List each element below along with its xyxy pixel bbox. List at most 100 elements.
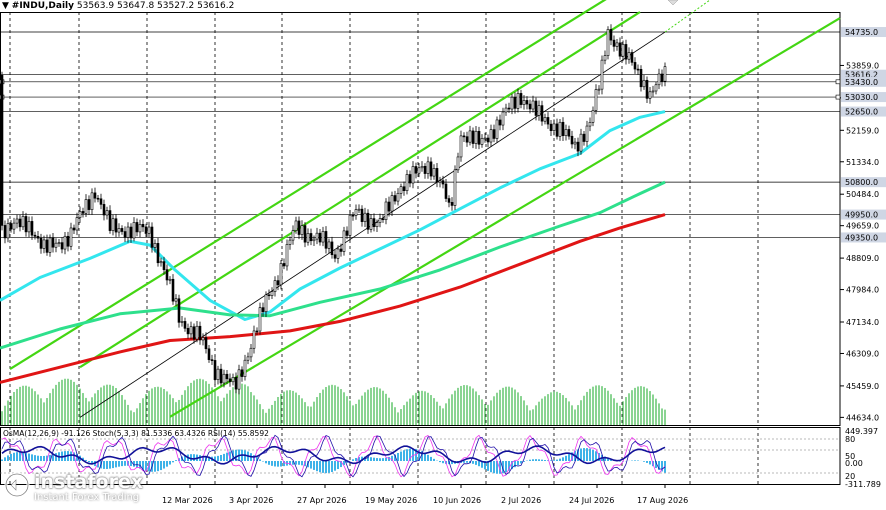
candle-body bbox=[588, 121, 592, 127]
candle-body bbox=[264, 294, 268, 313]
candle-body bbox=[132, 222, 136, 239]
price-level-label: 54735.0 bbox=[845, 28, 878, 37]
candle-body bbox=[657, 73, 661, 86]
candle-body bbox=[36, 236, 40, 239]
indicator-tick-20: 20 bbox=[845, 472, 855, 481]
candle-body bbox=[576, 141, 580, 152]
candle-body bbox=[48, 237, 52, 253]
candle-body bbox=[486, 137, 490, 143]
candle-body bbox=[141, 224, 145, 228]
indicator-tick-max: 449.397 bbox=[845, 427, 878, 436]
candle-body bbox=[174, 298, 178, 302]
candle-body bbox=[450, 202, 454, 206]
price-level-label-bg bbox=[841, 209, 886, 220]
stoch-signal-line bbox=[1, 434, 666, 478]
signal-arrow-icon bbox=[667, 0, 679, 6]
channel-line bbox=[9, 0, 607, 371]
x-axis-label: 10 Jun 2026 bbox=[433, 496, 481, 505]
price-level-label-bg bbox=[841, 76, 886, 87]
candle-body bbox=[63, 235, 67, 250]
candle-body bbox=[90, 192, 94, 210]
price-level-label-bg bbox=[841, 92, 886, 103]
candle-body bbox=[435, 168, 439, 183]
candle-body bbox=[297, 220, 301, 235]
candle-body bbox=[459, 135, 463, 158]
candle-body bbox=[528, 103, 532, 110]
candle-body bbox=[183, 321, 187, 329]
candle-body bbox=[318, 232, 322, 243]
candle-body bbox=[9, 223, 13, 230]
x-axis-label: 3 Apr 2026 bbox=[229, 496, 273, 505]
candle-body bbox=[618, 42, 622, 57]
candle-body bbox=[99, 198, 103, 205]
candle-body bbox=[87, 199, 91, 210]
candle-body bbox=[210, 359, 214, 361]
candle-body bbox=[507, 107, 511, 110]
candle-body bbox=[192, 326, 196, 340]
candle-body bbox=[399, 186, 403, 194]
collapse-arrow-icon[interactable]: ▼ bbox=[2, 1, 9, 11]
symbol-label: #INDU,Daily bbox=[11, 1, 74, 11]
candle-body bbox=[333, 254, 337, 259]
candle-body bbox=[156, 243, 160, 264]
candle-body bbox=[285, 244, 289, 267]
candle-body bbox=[519, 93, 523, 105]
candle-body bbox=[111, 218, 115, 231]
candle-body bbox=[267, 294, 271, 297]
candle-body bbox=[96, 197, 100, 200]
candle-body bbox=[327, 241, 331, 249]
candle-body bbox=[27, 221, 31, 233]
candle-body bbox=[558, 121, 562, 137]
candle-body bbox=[258, 307, 262, 332]
candle-body bbox=[426, 161, 430, 174]
candle-body bbox=[360, 208, 364, 222]
candle-body bbox=[114, 218, 118, 233]
candle-body bbox=[54, 242, 58, 248]
candle-body bbox=[555, 123, 559, 137]
candle-body bbox=[441, 180, 445, 185]
candle-body bbox=[219, 368, 223, 384]
candle-body bbox=[144, 226, 148, 234]
candle-body bbox=[60, 242, 64, 250]
y-tick-label: 46309.0 bbox=[846, 349, 879, 358]
candle-body bbox=[51, 237, 55, 248]
chart-title: ▼ #INDU,Daily 53563.9 53647.8 53527.2 53… bbox=[2, 1, 234, 11]
candle-body bbox=[159, 261, 163, 264]
candle-body bbox=[489, 129, 493, 143]
candle-body bbox=[123, 231, 127, 238]
candle-body bbox=[480, 138, 484, 145]
candle-body bbox=[75, 217, 79, 231]
candle-body bbox=[633, 62, 637, 70]
price-level-label: 50800.0 bbox=[845, 178, 878, 187]
candle-body bbox=[420, 165, 424, 169]
candle-body bbox=[651, 90, 655, 93]
x-axis-label: 12 Mar 2026 bbox=[162, 496, 213, 505]
candle-body bbox=[33, 234, 37, 237]
candle-body bbox=[240, 369, 244, 377]
candle-body bbox=[375, 222, 379, 228]
candle-body bbox=[456, 156, 460, 171]
ema-fast-line bbox=[0, 110, 666, 321]
candle-body bbox=[564, 129, 568, 137]
candle-body bbox=[654, 84, 658, 92]
candle-body bbox=[228, 378, 232, 383]
candle-body bbox=[165, 269, 169, 281]
ema-mid-line bbox=[0, 180, 666, 350]
candle-body bbox=[381, 218, 385, 221]
candle-body bbox=[417, 167, 421, 174]
logo-tagline: Instant Forex Trading bbox=[34, 492, 140, 503]
candle-body bbox=[321, 231, 325, 243]
candle-body bbox=[447, 198, 451, 203]
candle-body bbox=[354, 209, 358, 216]
candle-body bbox=[411, 166, 415, 184]
candle-body bbox=[171, 278, 175, 302]
candle-body bbox=[81, 211, 85, 214]
candle-body bbox=[600, 59, 604, 90]
ema-slow-line bbox=[0, 213, 666, 384]
candle-body bbox=[603, 55, 607, 61]
candle-body bbox=[180, 321, 184, 323]
candle-body bbox=[291, 230, 295, 241]
candle-body bbox=[483, 137, 487, 140]
candle-body bbox=[84, 199, 88, 214]
